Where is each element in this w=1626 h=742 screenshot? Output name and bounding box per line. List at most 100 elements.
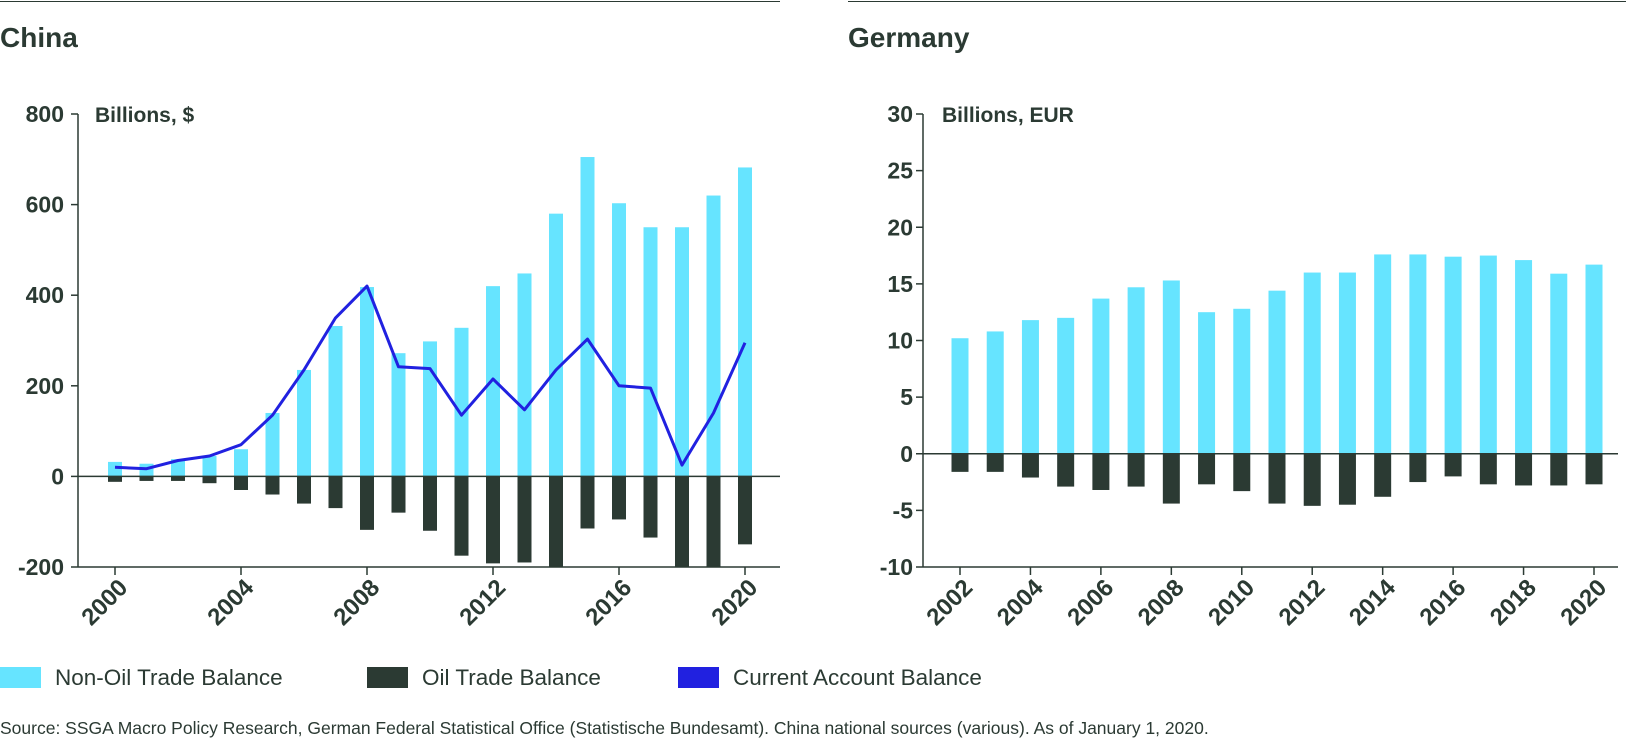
china-x-tick-label: 2000 (76, 574, 133, 631)
china-bar-oil (171, 476, 185, 481)
china-bar-non-oil (297, 369, 311, 477)
china-bar-non-oil (549, 213, 563, 477)
china-bar-oil (643, 476, 658, 538)
germany-bar-oil (1268, 453, 1286, 504)
germany-bar-oil (1444, 453, 1462, 477)
china-bar-oil (108, 476, 122, 482)
china-chart: -200 0 200 400 600 800 Billions, $ 2000 2004 2008… (18, 101, 780, 631)
germany-bar-oil (986, 453, 1004, 472)
china-y-axis-label: Billions, $ (95, 104, 195, 127)
germany-bar-non-oil (1057, 317, 1075, 454)
germany-chart-title: Germany (848, 22, 970, 53)
legend-swatch-non-oil (0, 667, 41, 688)
china-bar-oil (360, 476, 374, 530)
china-bar-non-oil (454, 327, 469, 477)
germany-bar-oil (1338, 453, 1356, 505)
china-bar-oil (139, 476, 154, 481)
germany-y-tick-label: 30 (887, 101, 913, 127)
germany-x-tick-label: 2008 (1133, 574, 1190, 631)
germany-bar-oil (1057, 453, 1075, 487)
china-bar-oil (517, 476, 532, 563)
china-bar-oil (549, 476, 563, 567)
germany-bar-oil (1198, 453, 1216, 485)
china-bar-oil (675, 476, 689, 567)
germany-bar-non-oil (1515, 260, 1533, 454)
germany-x-tick-label: 2016 (1415, 574, 1472, 631)
china-x-tick-label: 2020 (706, 574, 763, 631)
china-line-current-account (114, 284, 747, 471)
germany-bar-oil (1550, 453, 1568, 486)
germany-y-tick-label: 10 (887, 328, 913, 354)
china-bar-non-oil (202, 456, 217, 477)
germany-bar-oil (1127, 453, 1145, 487)
china-y-tick-label: 0 (51, 463, 64, 489)
china-bar-non-oil (580, 157, 595, 477)
germany-bar-oil (1233, 453, 1251, 492)
china-bar-non-oil (738, 167, 752, 477)
china-bar-non-oil (171, 459, 185, 477)
legend-label-current-account: Current Account Balance (733, 665, 982, 690)
china-bar-oil (706, 476, 721, 567)
germany-x-tick-label: 2004 (992, 574, 1049, 631)
legend-swatch-current-account (678, 667, 719, 688)
germany-bar-non-oil (1585, 264, 1603, 454)
china-bar-oil (454, 476, 469, 556)
china-x-tick-label: 2004 (202, 574, 259, 631)
germany-bar-non-oil (1409, 254, 1427, 454)
china-bar-oil (580, 476, 595, 529)
germany-bar-non-oil (1268, 290, 1286, 454)
germany-y-tick-label: -5 (893, 497, 914, 523)
germany-panel-rule (848, 1, 1626, 2)
china-chart-title: China (0, 22, 78, 53)
germany-bar-non-oil (1162, 280, 1180, 454)
germany-y-tick-label: -10 (880, 554, 913, 580)
germany-bar-non-oil (1021, 320, 1039, 454)
germany-bar-oil (1162, 453, 1180, 504)
germany-bar-non-oil (951, 338, 969, 454)
germany-bar-oil (1092, 453, 1110, 490)
germany-y-tick-label: 25 (887, 158, 913, 184)
china-bar-non-oil (706, 195, 721, 477)
china-bar-oil (328, 476, 343, 509)
china-bar-non-oil (517, 273, 532, 477)
china-bar-oil (391, 476, 406, 513)
germany-x-tick-label: 2002 (921, 574, 978, 631)
germany-x-tick-label: 2018 (1485, 574, 1542, 631)
germany-bar-oil (1479, 453, 1497, 485)
china-bar-non-oil (612, 203, 626, 477)
china-bar-oil (297, 476, 311, 504)
germany-bar-non-oil (1127, 287, 1145, 454)
china-bar-oil (265, 476, 280, 495)
germany-x-tick-label: 2014 (1344, 574, 1401, 631)
germany-bar-oil (1409, 453, 1427, 483)
china-bar-oil (612, 476, 626, 520)
china-y-tick-label: 600 (26, 192, 64, 218)
germany-bar-non-oil (1233, 308, 1251, 454)
china-bar-non-oil (643, 227, 658, 477)
germany-x-tick-label: 2006 (1062, 574, 1119, 631)
germany-y-tick-label: 0 (900, 441, 913, 467)
china-panel-rule (0, 1, 780, 2)
china-y-tick-label: 200 (26, 373, 64, 399)
germany-x-tick-label: 2020 (1555, 574, 1612, 631)
china-bar-oil (423, 476, 437, 531)
china-bar-non-oil (108, 461, 122, 477)
china-bar-non-oil (423, 341, 437, 477)
germany-bar-non-oil (1092, 298, 1110, 454)
china-y-tick-label: 800 (26, 101, 64, 127)
china-x-tick-label: 2016 (580, 574, 637, 631)
germany-bar-oil (951, 453, 969, 472)
germany-y-axis-label: Billions, EUR (942, 104, 1074, 127)
china-bar-oil (234, 476, 248, 490)
germany-bar-oil (1303, 453, 1321, 506)
germany-bar-non-oil (1444, 256, 1462, 454)
germany-x-tick-label: 2010 (1203, 574, 1260, 631)
china-x-tick-label: 2012 (454, 574, 511, 631)
legend-label-oil: Oil Trade Balance (422, 665, 601, 690)
germany-y-tick-label: 15 (887, 271, 913, 297)
germany-bar-non-oil (1198, 312, 1216, 454)
china-bar-oil (486, 476, 500, 564)
germany-bar-non-oil (1374, 254, 1392, 454)
germany-bar-non-oil (1479, 255, 1497, 454)
source-note: Source: SSGA Macro Policy Research, Germ… (0, 718, 1209, 738)
